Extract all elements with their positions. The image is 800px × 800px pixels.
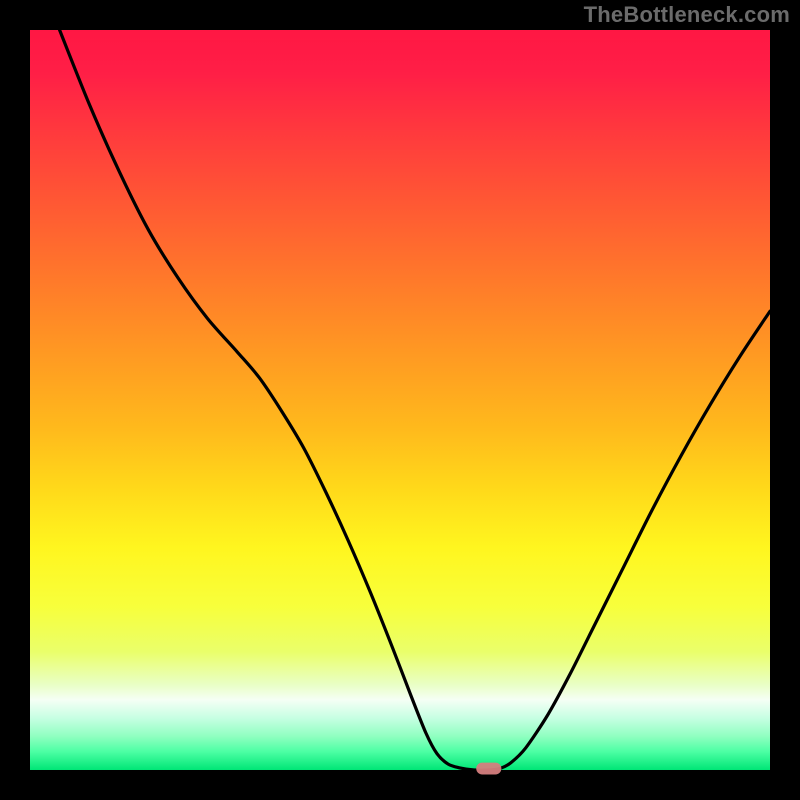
watermark-text: TheBottleneck.com [584,2,790,28]
bottleneck-chart [0,0,800,800]
chart-container: TheBottleneck.com [0,0,800,800]
chart-background [30,30,770,770]
optimal-point-marker [476,763,501,775]
